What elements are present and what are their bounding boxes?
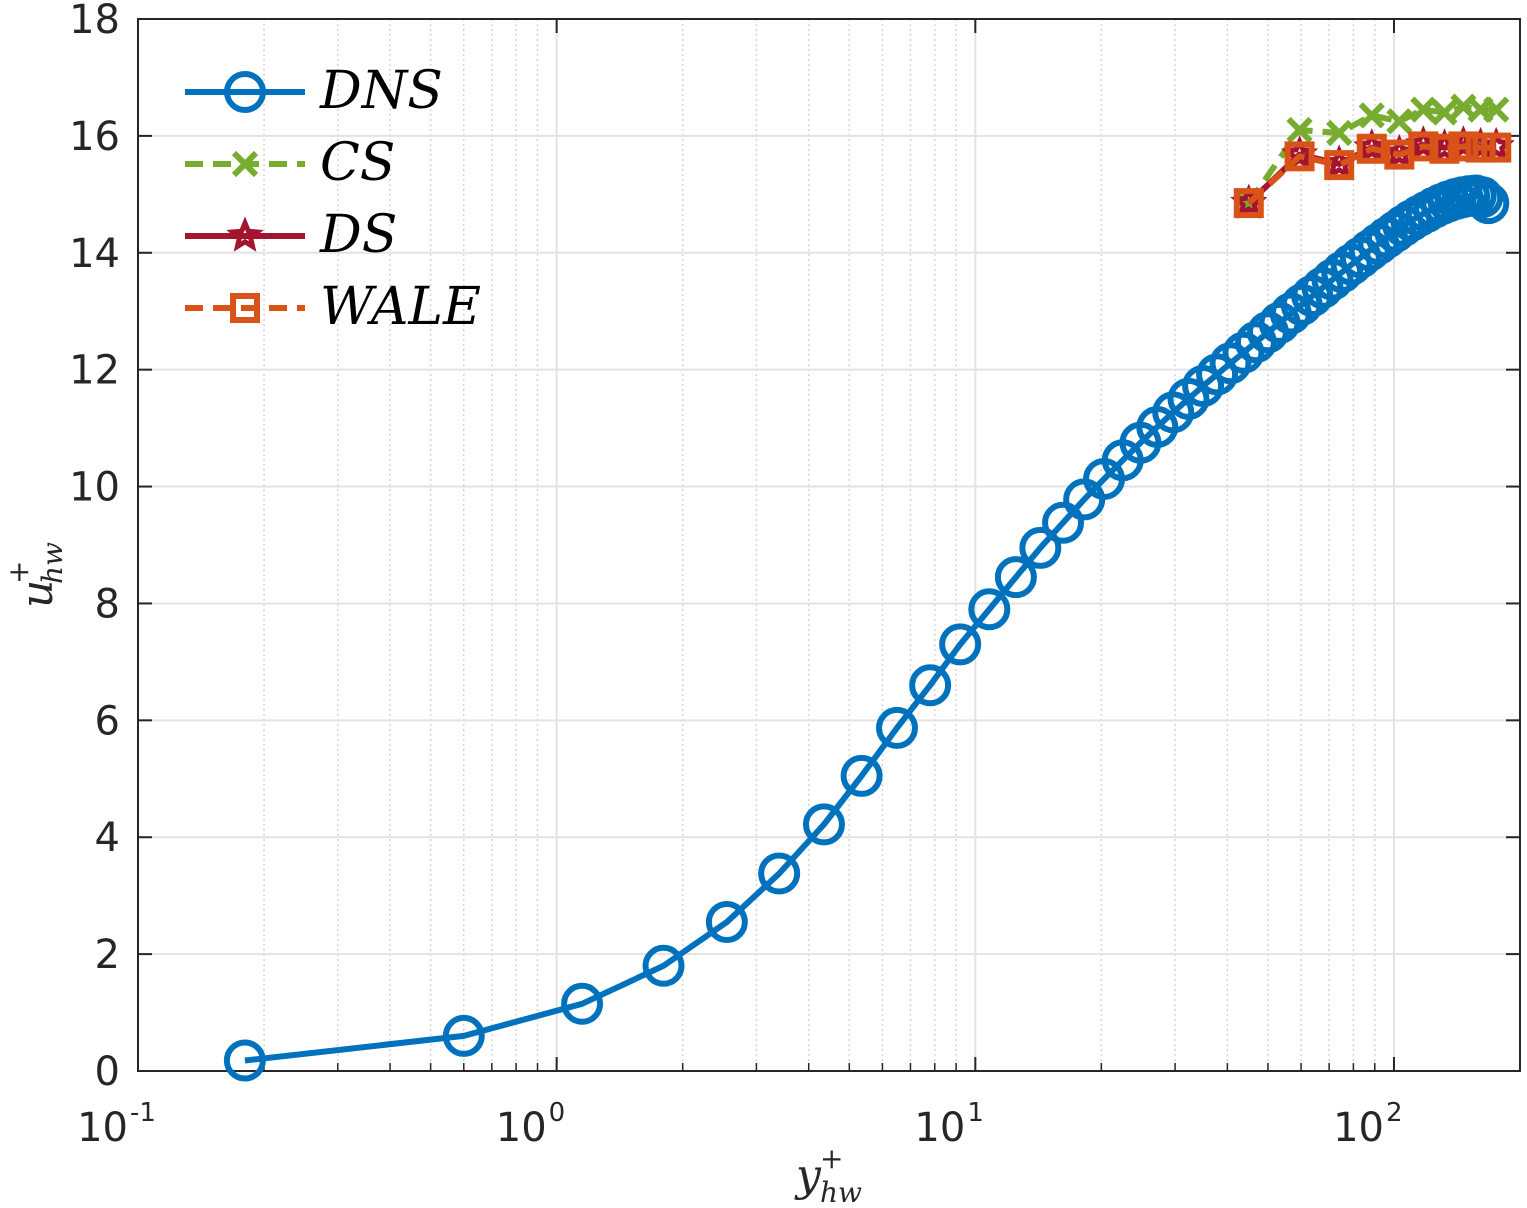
data-point-x bbox=[1358, 102, 1385, 129]
x-axis-label-base: y bbox=[794, 1150, 822, 1201]
series-line-cs bbox=[1246, 103, 1497, 205]
legend-label-wale: WALE bbox=[320, 277, 481, 337]
legend-label-cs: CS bbox=[320, 133, 395, 193]
y-tick-label: 8 bbox=[95, 581, 120, 627]
data-point-circle bbox=[442, 1014, 485, 1057]
data-point-x bbox=[231, 150, 259, 178]
data-point-circle bbox=[223, 1039, 266, 1082]
y-tick-label: 0 bbox=[95, 1049, 120, 1095]
data-point-circle bbox=[802, 803, 845, 846]
legend-entry-wale: WALE bbox=[185, 277, 481, 337]
legend-entry-cs: CS bbox=[185, 133, 395, 193]
y-axis-label: u + hw bbox=[2, 542, 69, 608]
legend-label-ds: DS bbox=[319, 205, 397, 265]
data-point-star bbox=[226, 216, 264, 252]
data-point-circle bbox=[1222, 331, 1265, 374]
x-tick-label-exponent: 1 bbox=[967, 1098, 984, 1128]
legend-sample-ds bbox=[185, 216, 305, 252]
x-tick-label-exponent: 0 bbox=[549, 1098, 566, 1128]
series-wale bbox=[1233, 131, 1512, 219]
data-point-circle bbox=[1042, 501, 1085, 544]
data-point-circle bbox=[968, 588, 1011, 631]
data-point-x-stroke bbox=[1358, 102, 1385, 129]
data-point-circle bbox=[994, 556, 1037, 599]
x-tick-label: 10 2 bbox=[1333, 1098, 1402, 1151]
y-tick-label: 18 bbox=[69, 0, 120, 43]
data-point-circle bbox=[1209, 342, 1252, 385]
y-tick-label: 14 bbox=[69, 231, 120, 277]
y-axis-label-sup: + bbox=[2, 561, 35, 584]
y-tick-label: 6 bbox=[95, 698, 120, 744]
legend-entry-ds: DS bbox=[185, 205, 397, 265]
legend-sample-cs bbox=[185, 150, 305, 178]
data-point-x-stroke bbox=[231, 150, 259, 178]
series-cs bbox=[1235, 93, 1510, 217]
series-line-wale bbox=[1246, 143, 1497, 206]
legend-sample-dns bbox=[185, 71, 305, 113]
data-point-square bbox=[1356, 133, 1387, 164]
x-tick-label-exponent: -1 bbox=[130, 1098, 156, 1128]
x-tick-label-base: 10 bbox=[1333, 1105, 1384, 1151]
data-point-circle bbox=[840, 754, 883, 797]
legend-entry-dns: DNS bbox=[185, 61, 443, 121]
data-point-x-stroke bbox=[1410, 96, 1437, 123]
data-point-x-stroke bbox=[1431, 99, 1458, 126]
data-point-square bbox=[1284, 141, 1315, 172]
data-point-square bbox=[230, 293, 260, 323]
data-point-square bbox=[1448, 131, 1479, 162]
legend-label-dns: DNS bbox=[319, 61, 443, 121]
x-tick-label-base: 10 bbox=[77, 1105, 128, 1151]
data-point-square bbox=[1481, 132, 1512, 163]
data-point-x-stroke bbox=[1326, 119, 1353, 147]
data-point-x bbox=[1326, 119, 1353, 147]
data-point-circle bbox=[561, 982, 604, 1025]
data-point-x bbox=[1483, 96, 1510, 123]
x-axis-label-sub: hw bbox=[820, 1176, 862, 1208]
x-axis-label: y + hw bbox=[794, 1142, 862, 1208]
x-tick-label: 10 -1 bbox=[77, 1098, 156, 1151]
x-axis-label-sup: + bbox=[820, 1142, 843, 1175]
data-point-circle bbox=[1467, 182, 1510, 225]
legend: DNS CS DS WALE bbox=[185, 61, 481, 337]
data-point-circle bbox=[705, 900, 748, 943]
data-point-circle bbox=[224, 71, 266, 113]
y-tick-label: 16 bbox=[69, 114, 120, 160]
data-point-x bbox=[1410, 96, 1437, 123]
data-point-x-stroke bbox=[1483, 96, 1510, 123]
x-tick-label-base: 10 bbox=[496, 1105, 547, 1151]
legend-sample-wale bbox=[185, 293, 305, 323]
y-tick-label: 10 bbox=[69, 465, 120, 511]
data-point-square bbox=[1324, 150, 1355, 181]
y-axis-label-sub: hw bbox=[36, 542, 69, 584]
y-tick-label: 2 bbox=[95, 932, 120, 978]
data-point-square bbox=[1233, 188, 1264, 219]
data-point-circle bbox=[758, 852, 801, 895]
y-tick-label: 12 bbox=[69, 348, 120, 394]
plot-area bbox=[223, 93, 1515, 1082]
x-tick-label: 10 0 bbox=[496, 1098, 565, 1151]
x-tick-label-base: 10 bbox=[914, 1105, 965, 1151]
data-point-circle bbox=[875, 706, 918, 749]
data-point-x-stroke bbox=[1386, 108, 1413, 135]
data-point-circle bbox=[1461, 176, 1504, 219]
axes-box bbox=[137, 18, 1521, 1072]
x-tick-label-exponent: 2 bbox=[1386, 1098, 1403, 1128]
data-point-circle bbox=[939, 623, 982, 666]
y-tick-label: 4 bbox=[95, 815, 120, 861]
y-axis-label-base: u bbox=[12, 580, 63, 608]
data-point-x bbox=[1286, 116, 1313, 144]
data-point-x-stroke bbox=[1286, 116, 1313, 144]
data-point-square bbox=[1465, 132, 1496, 163]
data-point-circle bbox=[909, 664, 952, 707]
x-tick-label: 10 1 bbox=[914, 1098, 983, 1151]
series-dns bbox=[223, 174, 1510, 1082]
data-point-x bbox=[1386, 108, 1413, 135]
data-point-square bbox=[1429, 133, 1460, 164]
data-point-circle bbox=[1019, 526, 1062, 569]
data-point-circle bbox=[642, 944, 685, 987]
data-point-x bbox=[1431, 99, 1458, 126]
